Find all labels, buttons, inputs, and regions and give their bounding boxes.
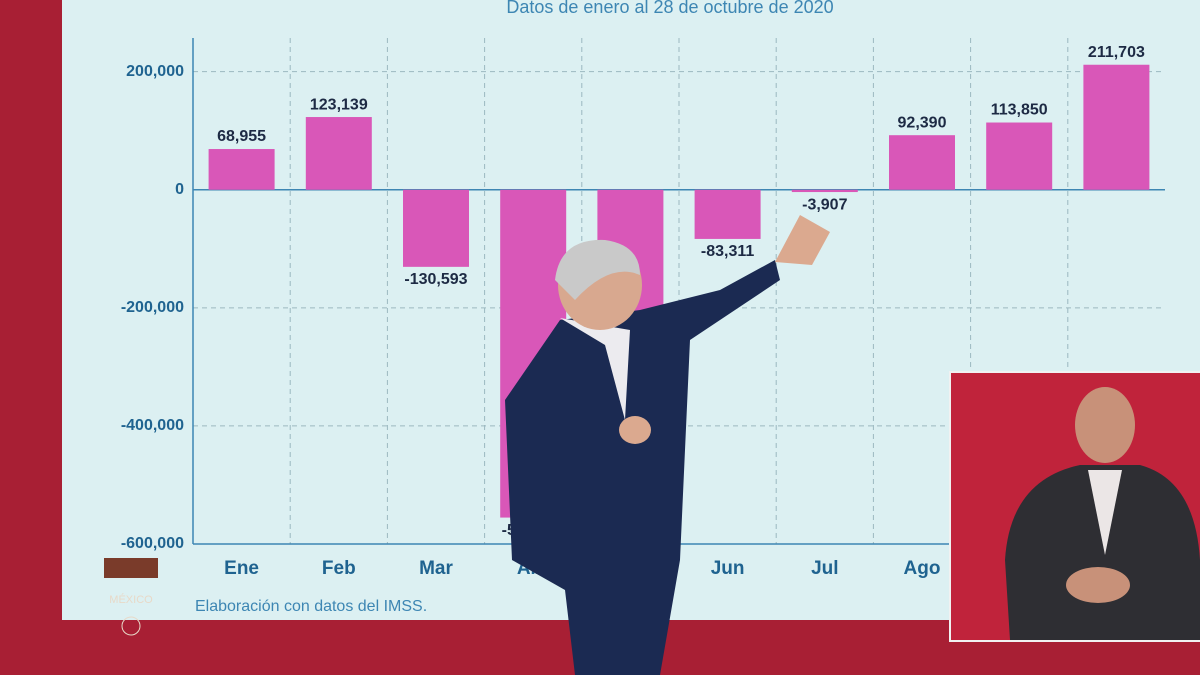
- bar: [694, 189, 761, 239]
- bar: [403, 189, 469, 267]
- value-label: -3,907: [802, 196, 847, 213]
- bar: [305, 117, 372, 190]
- logo-seal: [121, 616, 141, 636]
- bar: [791, 189, 858, 193]
- interpreter-head: [1075, 387, 1135, 463]
- x-tick-label: Ago: [904, 558, 941, 579]
- x-tick-label: Feb: [322, 558, 356, 579]
- interpreter-suit: [1005, 465, 1200, 640]
- presenter-hair: [555, 239, 640, 300]
- bar: [208, 149, 275, 190]
- bar: [986, 122, 1053, 190]
- interpreter-hands: [1066, 567, 1130, 603]
- interpreter-shirt: [1088, 470, 1122, 555]
- logo-text: MÉXICO: [109, 593, 153, 606]
- presenter-hand: [775, 215, 830, 265]
- value-label: -130,593: [404, 271, 467, 288]
- x-tick-label: Jul: [811, 558, 838, 579]
- y-tick-label: 0: [175, 181, 184, 198]
- y-tick-label: -200,000: [121, 299, 184, 316]
- presenter: [505, 215, 830, 675]
- value-label: 113,850: [991, 102, 1048, 119]
- bar: [889, 135, 955, 190]
- y-tick-label: 200,000: [126, 63, 184, 80]
- source-note: Elaboración con datos del IMSS.: [195, 598, 427, 615]
- value-label: 211,703: [1088, 44, 1145, 61]
- subtitle: Datos de enero al 28 de octubre de 2020: [506, 0, 833, 17]
- interpreter-box: [949, 371, 1200, 642]
- logo: MÉXICO: [104, 558, 158, 636]
- presenter-shirt: [560, 318, 630, 420]
- x-tick-label: Mar: [419, 558, 453, 579]
- value-label: 123,139: [310, 96, 368, 113]
- value-label: 92,390: [898, 114, 947, 131]
- logo-figures: [104, 558, 158, 578]
- value-label: 68,955: [217, 128, 266, 145]
- x-tick-label: Jun: [711, 558, 745, 579]
- value-label: -83,311: [701, 243, 754, 260]
- y-tick-label: -600,000: [121, 535, 184, 552]
- bar: [1083, 64, 1150, 190]
- y-tick-label: -400,000: [121, 417, 184, 434]
- presenter-suit: [505, 260, 780, 675]
- x-tick-label: Ene: [224, 558, 259, 579]
- presenter-hand: [619, 416, 651, 444]
